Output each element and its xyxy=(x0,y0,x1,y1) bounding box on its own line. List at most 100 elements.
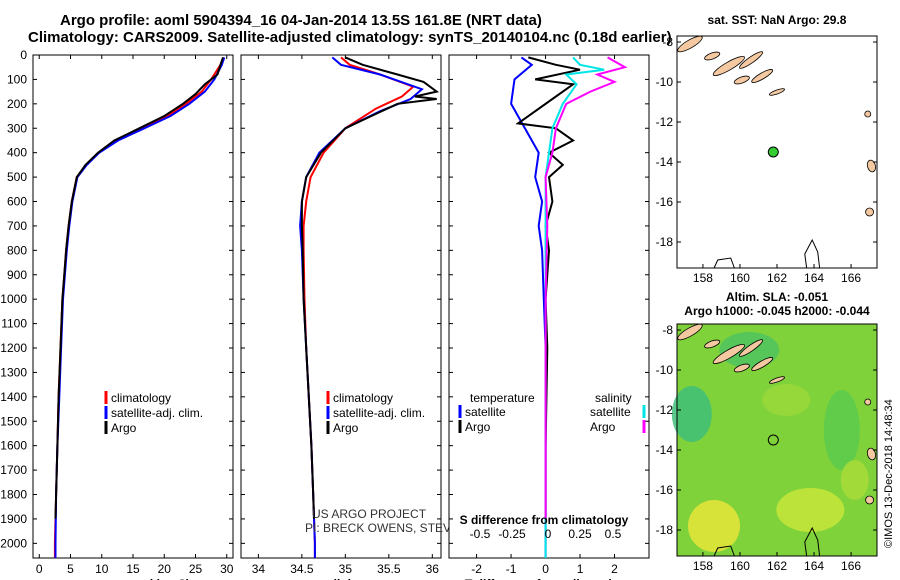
map-title-2: Argo h1000: -0.045 h2000: -0.044 xyxy=(684,304,870,318)
y-tick-label: 1500 xyxy=(0,414,27,428)
x-tick-label: 1 xyxy=(577,562,584,576)
legend-label: satellite-adj. clim. xyxy=(111,406,203,420)
y-tick-label: 300 xyxy=(7,121,27,135)
y-tick-label: -16 xyxy=(656,483,674,497)
y-tick-label: 800 xyxy=(7,243,27,257)
island-shape xyxy=(739,339,764,357)
s-tick-label: -0.25 xyxy=(498,527,526,541)
y-tick-label: -16 xyxy=(656,195,674,209)
island-shape xyxy=(712,55,745,77)
y-tick-label: 200 xyxy=(7,97,27,111)
x-axis-label: T difference from climatology xyxy=(465,577,633,580)
title-line-2: Climatology: CARS2009. Satellite-adjuste… xyxy=(28,29,672,46)
y-tick-label: 1600 xyxy=(0,439,27,453)
x-tick-label: 35.5 xyxy=(377,562,401,576)
x-tick-label: 166 xyxy=(841,271,861,285)
y-tick-label: 1400 xyxy=(0,390,27,404)
island-shape xyxy=(733,363,750,373)
island-shape xyxy=(712,343,745,365)
y-tick-label: -12 xyxy=(656,403,674,417)
x-tick-label: 162 xyxy=(767,271,787,285)
s-tick-label: 0 xyxy=(545,527,552,541)
y-tick-label: 1700 xyxy=(0,463,27,477)
argo-float-marker xyxy=(767,146,779,158)
x-axis-label: temperature (deg C) xyxy=(76,577,190,580)
sla-anomaly-patch xyxy=(762,384,811,416)
island-shape xyxy=(751,69,774,83)
x-tick-label: 34.5 xyxy=(290,562,314,576)
x-tick-label: 160 xyxy=(730,271,750,285)
x-axis-label: salinity xyxy=(320,577,362,580)
legend-title-salinity: salinity xyxy=(595,391,632,405)
x-tick-label: 15 xyxy=(126,562,140,576)
island-shape xyxy=(864,110,872,118)
legend-label: climatology xyxy=(333,391,393,405)
plot-frame xyxy=(448,54,650,559)
y-tick-label: 600 xyxy=(7,195,27,209)
s-tick-label: -0.5 xyxy=(470,527,491,541)
y-tick-label: 700 xyxy=(7,219,27,233)
island-shape xyxy=(677,35,703,53)
x-tick-label: 162 xyxy=(767,559,787,573)
y-tick-label: -10 xyxy=(656,363,674,377)
y-tick-label: -8 xyxy=(662,323,673,337)
x-tick-label: 166 xyxy=(841,559,861,573)
sla-anomaly-patch xyxy=(776,488,845,532)
temperature-panel: 0100200300400500600700800900100011001200… xyxy=(0,48,233,580)
x-tick-label: 20 xyxy=(158,562,172,576)
x-tick-label: 158 xyxy=(693,559,713,573)
difference-panel: -2 -1 0 1 2T difference from climatology temp… xyxy=(448,54,650,580)
x-tick-label: 25 xyxy=(189,562,203,576)
y-tick-label: -14 xyxy=(656,443,674,457)
island-shape xyxy=(704,51,721,61)
map-title-1: Altim. SLA: -0.051 xyxy=(726,290,828,304)
title-line-1: Argo profile: aoml 5904394_16 04-Jan-201… xyxy=(60,12,542,29)
island-shape xyxy=(733,75,750,85)
series-line xyxy=(54,57,224,519)
island-shape xyxy=(769,88,785,96)
legend-label: satellite-adj. clim. xyxy=(333,406,425,420)
y-tick-label: 1800 xyxy=(0,488,27,502)
s-tick-label: 0.25 xyxy=(568,527,592,541)
y-tick-label: 500 xyxy=(7,170,27,184)
series-line xyxy=(300,56,440,519)
reef-contour xyxy=(804,526,821,557)
island-shape xyxy=(677,323,703,341)
y-tick-label: -10 xyxy=(656,75,674,89)
island-shape xyxy=(866,447,877,461)
credit-text: ©IMOS 13-Dec-2018 14:48:34 xyxy=(883,399,895,548)
reef-contour xyxy=(804,238,821,269)
x-tick-label: 160 xyxy=(730,559,750,573)
legend-label: Argo xyxy=(111,421,137,435)
y-tick-label: 1200 xyxy=(0,341,27,355)
y-tick-label: 1900 xyxy=(0,512,27,526)
legend-label: Argo xyxy=(465,420,491,434)
s-tick-label: 0.5 xyxy=(605,527,622,541)
legend-title-temperature: temperature xyxy=(470,391,535,405)
sla-anomaly-patch xyxy=(688,500,741,552)
y-tick-label: 400 xyxy=(7,146,27,160)
reef-contour xyxy=(713,257,735,269)
reef-contour xyxy=(713,545,735,557)
y-tick-label: 2000 xyxy=(0,536,27,550)
island-shape xyxy=(769,376,785,384)
x-tick-label: 2 xyxy=(611,562,618,576)
sla-anomaly-patch xyxy=(823,390,860,470)
y-tick-label: 100 xyxy=(7,72,27,86)
map-title: sat. SST: NaN Argo: 29.8 xyxy=(708,13,847,27)
plot-frame xyxy=(240,54,442,559)
argo-float-marker xyxy=(767,434,779,446)
x-tick-label: -1 xyxy=(506,562,517,576)
legend-label: satellite xyxy=(590,405,631,419)
sst-map-panel: 158 160 162 164 166 -8 -10 -12 -14 -16 -18 sat. SST… xyxy=(656,13,878,285)
series-line xyxy=(544,56,628,519)
x-tick-label: 158 xyxy=(693,271,713,285)
y-tick-label: -8 xyxy=(662,35,673,49)
top-axis-label: S difference from climatology xyxy=(460,513,629,527)
island-shape xyxy=(739,51,764,69)
sla-anomaly-patch xyxy=(840,460,869,500)
x-tick-label: 164 xyxy=(804,271,824,285)
y-tick-label: -12 xyxy=(656,115,674,129)
y-tick-label: -18 xyxy=(656,523,674,537)
x-tick-label: 164 xyxy=(804,559,824,573)
